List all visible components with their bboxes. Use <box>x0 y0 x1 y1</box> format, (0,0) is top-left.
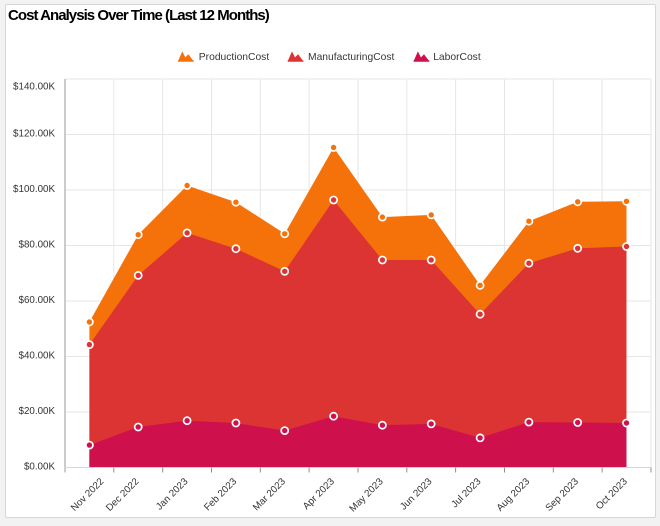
svg-text:Dec 2022: Dec 2022 <box>104 476 141 513</box>
svg-text:ManufacturingCost: ManufacturingCost <box>308 52 395 63</box>
svg-text:Feb 2023: Feb 2023 <box>202 476 239 513</box>
svg-text:Nov 2022: Nov 2022 <box>69 476 106 513</box>
svg-text:$40.00K: $40.00K <box>19 351 56 362</box>
svg-text:$20.00K: $20.00K <box>19 406 56 417</box>
svg-text:$80.00K: $80.00K <box>19 240 56 251</box>
svg-text:Mar 2023: Mar 2023 <box>251 476 288 513</box>
svg-text:$140.00K: $140.00K <box>13 82 55 93</box>
svg-text:May 2023: May 2023 <box>348 476 387 515</box>
svg-text:ProductionCost: ProductionCost <box>199 52 270 63</box>
svg-text:$0.00K: $0.00K <box>24 462 56 473</box>
svg-text:Jul 2023: Jul 2023 <box>449 476 483 510</box>
svg-text:LaborCost: LaborCost <box>433 52 481 63</box>
svg-text:Jun 2023: Jun 2023 <box>398 476 435 513</box>
svg-text:$120.00K: $120.00K <box>13 129 55 140</box>
svg-text:Jan 2023: Jan 2023 <box>154 476 191 513</box>
svg-text:$60.00K: $60.00K <box>19 295 56 306</box>
svg-text:Sep 2023: Sep 2023 <box>544 476 582 514</box>
svg-text:Apr 2023: Apr 2023 <box>301 476 337 512</box>
svg-text:$100.00K: $100.00K <box>13 184 55 195</box>
svg-text:Oct 2023: Oct 2023 <box>594 476 630 512</box>
svg-text:Aug 2023: Aug 2023 <box>495 476 533 514</box>
